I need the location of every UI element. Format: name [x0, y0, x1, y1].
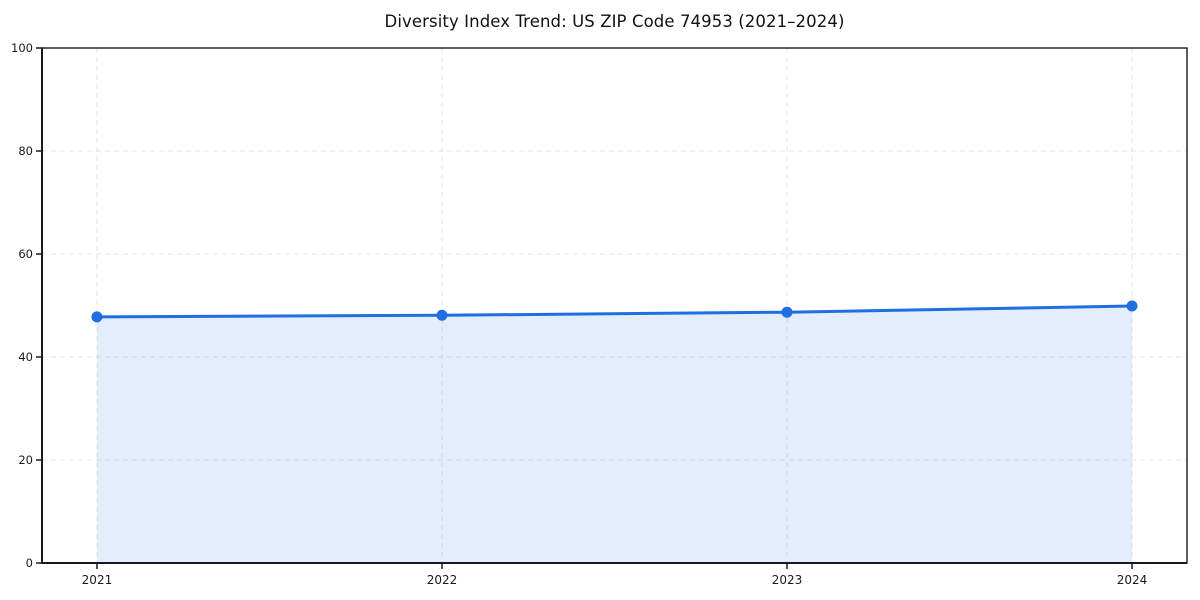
- x-tick-label: 2023: [772, 573, 803, 587]
- x-tick-label: 2022: [427, 573, 458, 587]
- data-point-marker: [91, 311, 103, 323]
- trend-line: [95, 304, 1134, 319]
- data-point-marker: [1126, 300, 1138, 312]
- y-tick-label: 40: [18, 350, 33, 364]
- chart-title: Diversity Index Trend: US ZIP Code 74953…: [384, 12, 845, 31]
- y-tick-label: 60: [18, 247, 33, 261]
- data-point-marker: [781, 306, 793, 318]
- y-tick-label: 100: [11, 41, 33, 55]
- x-tick-label: 2021: [82, 573, 113, 587]
- x-tick-label: 2024: [1117, 573, 1148, 587]
- data-point-marker: [436, 309, 448, 321]
- area-fill: [96, 306, 1133, 563]
- y-tick-label: 20: [18, 453, 33, 467]
- y-tick-label: 80: [18, 144, 33, 158]
- y-tick-label: 0: [26, 556, 33, 570]
